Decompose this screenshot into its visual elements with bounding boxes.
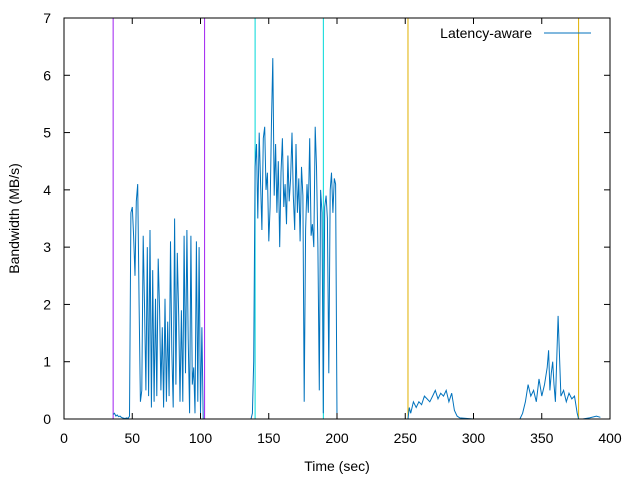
- x-tick-label: 350: [530, 430, 554, 446]
- x-tick-label: 50: [124, 430, 140, 446]
- legend: Latency-aware: [440, 25, 591, 41]
- x-tick-label: 300: [462, 430, 486, 446]
- y-tick-label: 5: [43, 125, 51, 141]
- y-ticks: 0 1 2 3 4 5 6 7: [43, 10, 610, 427]
- y-tick-label: 6: [43, 67, 51, 83]
- series-group: [112, 58, 601, 420]
- x-tick-label: 0: [60, 430, 68, 446]
- x-tick-label: 200: [325, 430, 349, 446]
- y-tick-label: 2: [43, 296, 51, 312]
- y-tick-label: 0: [43, 411, 51, 427]
- x-tick-label: 400: [598, 430, 622, 446]
- y-tick-label: 1: [43, 354, 51, 370]
- y-axis-title: Bandwidth (MB/s): [6, 163, 22, 273]
- y-tick-label: 3: [43, 239, 51, 255]
- x-axis-title: Time (sec): [304, 458, 370, 474]
- y-tick-label: 7: [43, 10, 51, 26]
- x-tick-label: 250: [394, 430, 418, 446]
- legend-label: Latency-aware: [440, 25, 532, 41]
- x-tick-label: 100: [189, 430, 213, 446]
- x-ticks: 0 50 100 150 200 250 300 350 400: [60, 18, 622, 446]
- x-tick-label: 150: [257, 430, 281, 446]
- series-line-0: [112, 58, 601, 420]
- y-tick-label: 4: [43, 182, 51, 198]
